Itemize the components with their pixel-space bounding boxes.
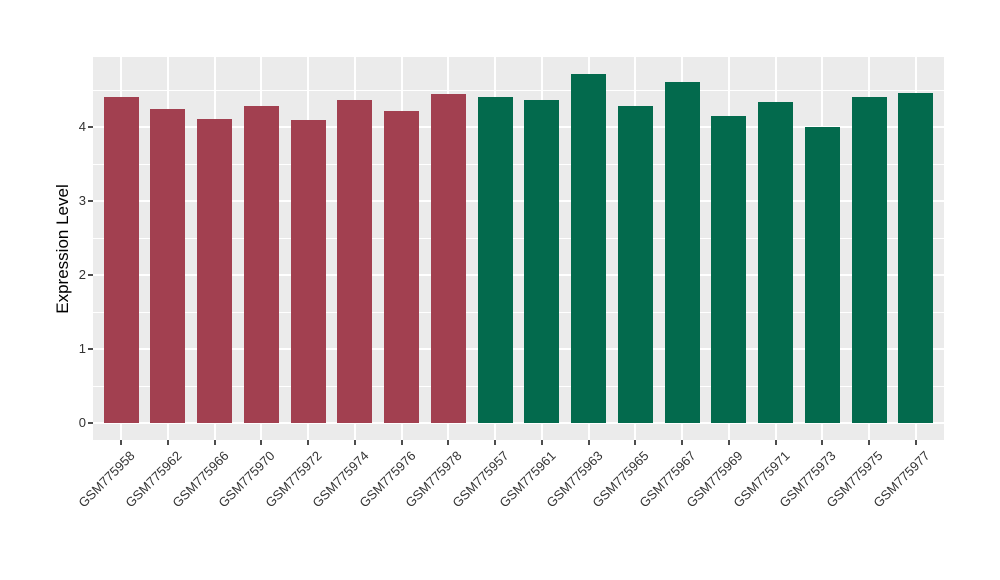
x-tick-mark	[914, 440, 917, 445]
y-tick-mark	[88, 348, 93, 350]
bar-gsm775965	[617, 106, 653, 423]
x-tick-mark	[681, 440, 684, 445]
plot-panel	[93, 57, 944, 440]
x-tick-mark	[774, 440, 777, 445]
y-tick-mark	[88, 126, 93, 128]
bar-gsm775970	[243, 106, 279, 423]
y-tick-label: 2	[78, 267, 86, 282]
x-tick-mark	[307, 440, 310, 445]
bar-gsm775974	[337, 100, 373, 423]
bar-gsm775957	[477, 97, 513, 423]
gridline-minor	[93, 237, 944, 239]
bar-gsm775978	[430, 93, 466, 423]
bar-gsm775961	[524, 99, 560, 423]
x-tick-mark	[400, 440, 403, 445]
bar-gsm775975	[851, 96, 887, 423]
x-tick-mark	[353, 440, 356, 445]
bar-gsm775973	[804, 127, 840, 423]
gridline-major	[93, 200, 944, 202]
x-tick-mark	[447, 440, 450, 445]
gridline-major	[93, 348, 944, 350]
bar-gsm775967	[664, 81, 700, 423]
bar-gsm775963	[571, 73, 607, 423]
x-tick-mark	[821, 440, 824, 445]
x-tick-mark	[634, 440, 637, 445]
gridline-major	[93, 274, 944, 276]
y-tick-label: 3	[78, 193, 86, 208]
gridline-minor	[93, 311, 944, 313]
x-tick-mark	[587, 440, 590, 445]
gridline-major	[93, 126, 944, 128]
y-tick-label: 0	[78, 415, 86, 430]
gridline-minor	[93, 89, 944, 91]
x-tick-mark	[120, 440, 123, 445]
x-tick-mark	[166, 440, 169, 445]
gridline-minor	[93, 385, 944, 387]
gridline-major	[93, 422, 944, 424]
bar-gsm775971	[758, 101, 794, 423]
y-tick-mark	[88, 422, 93, 424]
bar-gsm775969	[711, 115, 747, 423]
bar-gsm775966	[197, 118, 233, 423]
bar-gsm775976	[384, 111, 420, 423]
y-tick-mark	[88, 200, 93, 202]
x-tick-mark	[260, 440, 263, 445]
x-tick-mark	[540, 440, 543, 445]
bar-gsm775958	[103, 96, 139, 423]
x-tick-mark	[494, 440, 497, 445]
bar-gsm775977	[898, 92, 934, 423]
x-tick-mark	[868, 440, 871, 445]
bar-gsm775962	[150, 109, 186, 423]
bar-gsm775972	[290, 120, 326, 423]
gridline-minor	[93, 163, 944, 165]
y-tick-label: 1	[78, 341, 86, 356]
x-tick-mark	[213, 440, 216, 445]
y-tick-mark	[88, 274, 93, 276]
y-tick-label: 4	[78, 119, 86, 134]
x-tick-mark	[727, 440, 730, 445]
